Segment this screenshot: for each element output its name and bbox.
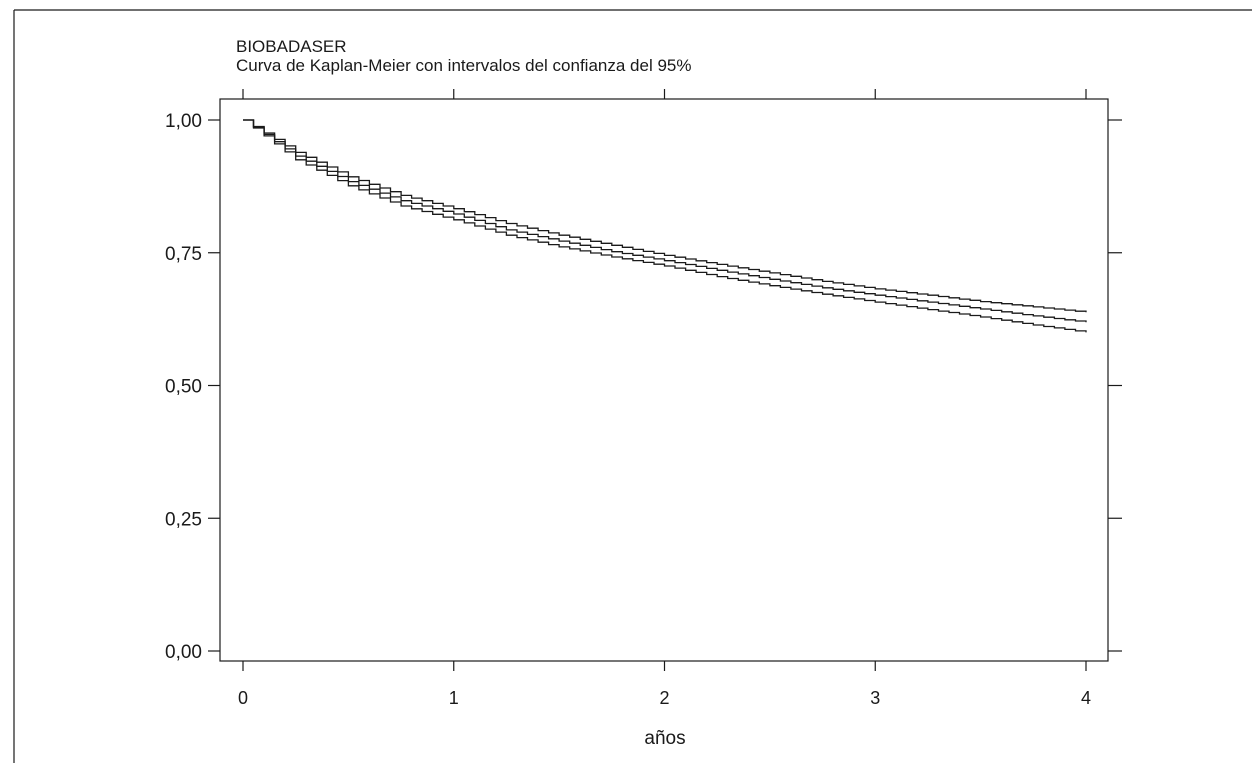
axis-ticks: 0 1 2 3 4 0,00 0,25 0,50 0,75 1,00: [165, 89, 1122, 708]
plot-frame: [219, 98, 1109, 662]
km-curve: [243, 119, 1087, 313]
survival-curves: [243, 119, 1087, 333]
x-tick-label: 3: [870, 688, 880, 708]
x-axis-label: años: [644, 728, 685, 749]
x-tick-label: 1: [449, 688, 459, 708]
km-curve: [243, 119, 1087, 333]
chart-title: BIOBADASER: [236, 37, 347, 56]
y-tick-label: 0,00: [165, 642, 202, 663]
chart-subtitle: Curva de Kaplan-Meier con intervalos del…: [236, 56, 691, 75]
y-tick-label: 0,50: [165, 377, 202, 398]
y-tick-label: 0,75: [165, 244, 202, 265]
km-curve: [243, 119, 1087, 323]
y-tick-label: 0,25: [165, 509, 202, 530]
x-tick-label: 2: [659, 688, 669, 708]
y-tick-label: 1,00: [165, 111, 202, 132]
x-tick-label: 0: [238, 688, 248, 708]
x-tick-label: 4: [1081, 688, 1091, 708]
